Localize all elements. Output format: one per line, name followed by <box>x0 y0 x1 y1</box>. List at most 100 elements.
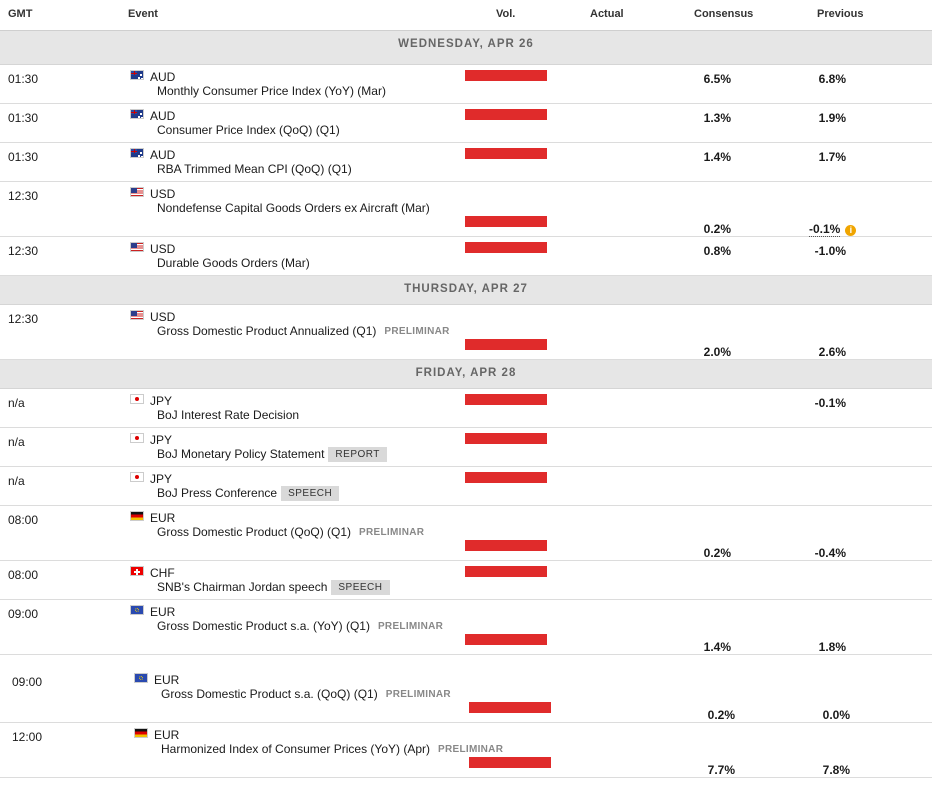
event-currency: USD <box>150 242 176 256</box>
usa-flag-icon <box>130 242 144 252</box>
info-icon[interactable]: i <box>845 225 857 236</box>
event-name[interactable]: Gross Domestic Product Annualized (Q1) PR… <box>157 324 450 338</box>
event-previous-value: 1.9% <box>818 111 846 125</box>
event-name[interactable]: RBA Trimmed Mean CPI (QoQ) (Q1) <box>157 162 352 176</box>
event-row[interactable]: 09:00 EUR Gross Domestic Product s.a. (QoQ… <box>0 668 932 723</box>
event-row[interactable]: 01:30 AUD Monthly Consumer Price Index (Yo… <box>0 65 932 104</box>
event-currency: USD <box>150 310 176 324</box>
event-row[interactable]: 01:30 AUD Consumer Price Index (QoQ) (Q1) 1… <box>0 104 932 143</box>
event-currency: JPY <box>150 394 173 408</box>
australia-flag-icon <box>130 70 144 80</box>
event-previous-value: 1.7% <box>818 150 846 164</box>
event-name[interactable]: BoJ Interest Rate Decision <box>157 408 299 422</box>
event-row[interactable]: 12:30 USD Nondefense Capital Goods Orders … <box>0 182 932 237</box>
event-name[interactable]: Monthly Consumer Price Index (YoY) (Mar) <box>157 84 386 98</box>
event-previous: 6.8% <box>790 72 846 86</box>
event-previous-value: 2.6% <box>818 345 846 359</box>
japan-flag-icon <box>130 472 144 482</box>
event-consensus: 1.3% <box>703 111 731 125</box>
event-time: 01:30 <box>8 72 39 86</box>
event-name[interactable]: Gross Domestic Product (QoQ) (Q1) PRELIMI… <box>157 525 424 539</box>
event-currency: EUR <box>154 728 180 742</box>
event-row[interactable]: 12:00 EUR Harmonized Index of Consumer Pri… <box>0 723 932 778</box>
day-header: THURSDAY, APR 27 <box>0 276 932 305</box>
event-name-text[interactable]: BoJ Monetary Policy Statement <box>157 447 325 461</box>
volume-bar <box>465 472 547 483</box>
event-previous: -0.1% <box>790 396 846 410</box>
event-time: n/a <box>8 396 25 410</box>
event-name[interactable]: Nondefense Capital Goods Orders ex Aircr… <box>157 201 430 215</box>
event-row[interactable]: 08:00 CHF SNB's Chairman Jordan speech SPEE… <box>0 561 932 600</box>
event-name[interactable]: SNB's Chairman Jordan speech SPEECH <box>157 580 390 595</box>
event-name-text[interactable]: BoJ Interest Rate Decision <box>157 408 300 422</box>
event-previous: 7.8% <box>794 763 850 777</box>
event-name-text[interactable]: SNB's Chairman Jordan speech <box>157 580 328 594</box>
event-currency: USD <box>150 187 176 201</box>
usa-flag-icon <box>130 187 144 197</box>
event-row[interactable]: 09:00 EUR Gross Domestic Product s.a. (YoY… <box>0 600 932 655</box>
event-previous-value: 6.8% <box>818 72 846 86</box>
event-name[interactable]: Gross Domestic Product s.a. (YoY) (Q1) PR… <box>157 619 443 633</box>
event-time: 01:30 <box>8 111 39 125</box>
event-time: 12:30 <box>8 244 39 258</box>
day-header: FRIDAY, APR 28 <box>0 360 932 389</box>
event-name-text[interactable]: BoJ Press Conference <box>157 486 278 500</box>
event-previous: -0.4% <box>790 546 846 560</box>
volume-bar <box>465 566 547 577</box>
event-previous: 1.7% <box>790 150 846 164</box>
event-row[interactable]: 01:30 AUD RBA Trimmed Mean CPI (QoQ) (Q1) 1… <box>0 143 932 182</box>
event-name[interactable]: Gross Domestic Product s.a. (QoQ) (Q1) PR… <box>161 687 451 701</box>
event-name[interactable]: BoJ Press Conference SPEECH <box>157 486 340 501</box>
event-tag: PRELIMINAR <box>359 527 425 538</box>
event-consensus: 0.2% <box>703 546 731 560</box>
event-name[interactable]: Consumer Price Index (QoQ) (Q1) <box>157 123 340 137</box>
event-time: 12:30 <box>8 312 39 326</box>
event-name-text[interactable]: Nondefense Capital Goods Orders ex Aircr… <box>157 201 430 215</box>
event-column-header[interactable]: Event <box>128 8 158 20</box>
event-previous-value: 7.8% <box>822 763 850 777</box>
australia-flag-icon <box>130 109 144 119</box>
volume-bar <box>465 109 547 120</box>
event-name-text[interactable]: RBA Trimmed Mean CPI (QoQ) (Q1) <box>157 162 352 176</box>
volume-column-header[interactable]: Vol. <box>496 8 516 20</box>
event-row[interactable]: 12:30 USD Gross Domestic Product Annualize… <box>0 305 932 360</box>
volume-bar <box>465 540 547 551</box>
event-tag: PRELIMINAR <box>438 744 504 755</box>
event-name-text[interactable]: Gross Domestic Product (QoQ) (Q1) <box>157 525 352 539</box>
japan-flag-icon <box>130 433 144 443</box>
event-name-text[interactable]: Gross Domestic Product s.a. (YoY) (Q1) <box>157 619 370 633</box>
event-name-text[interactable]: Monthly Consumer Price Index (YoY) (Mar) <box>157 84 386 98</box>
event-name[interactable]: Durable Goods Orders (Mar) <box>157 256 310 270</box>
event-tag: PRELIMINAR <box>384 326 450 337</box>
event-row[interactable]: n/a JPY BoJ Monetary Policy Statement REPOR… <box>0 428 932 467</box>
event-currency: EUR <box>150 511 176 525</box>
event-time: 09:00 <box>12 675 43 689</box>
event-currency: JPY <box>150 433 173 447</box>
event-name[interactable]: Harmonized Index of Consumer Prices (YoY… <box>161 742 503 756</box>
gmt-column-header[interactable]: GMT <box>8 8 33 20</box>
event-name-text[interactable]: Consumer Price Index (QoQ) (Q1) <box>157 123 340 137</box>
event-currency: EUR <box>150 605 176 619</box>
event-row[interactable]: n/a JPY BoJ Interest Rate Decision -0.1% <box>0 389 932 428</box>
event-row[interactable]: 12:30 USD Durable Goods Orders (Mar) 0.8% -1… <box>0 237 932 276</box>
event-tag: REPORT <box>328 447 387 462</box>
event-time: 01:30 <box>8 150 39 164</box>
event-name[interactable]: BoJ Monetary Policy Statement REPORT <box>157 447 387 462</box>
event-name-text[interactable]: Gross Domestic Product s.a. (QoQ) (Q1) <box>161 687 378 701</box>
event-time: n/a <box>8 474 25 488</box>
event-name-text[interactable]: Harmonized Index of Consumer Prices (YoY… <box>161 742 430 756</box>
previous-column-header[interactable]: Previous <box>817 8 864 20</box>
event-consensus: 0.2% <box>703 222 731 236</box>
volume-bar <box>465 148 547 159</box>
event-name-text[interactable]: Durable Goods Orders (Mar) <box>157 256 310 270</box>
event-time: 09:00 <box>8 607 39 621</box>
volume-bar <box>465 433 547 444</box>
germany-flag-icon <box>134 728 148 738</box>
actual-column-header[interactable]: Actual <box>590 8 624 20</box>
event-row[interactable]: 08:00 EUR Gross Domestic Product (QoQ) (Q1… <box>0 506 932 561</box>
day-header: WEDNESDAY, APR 26 <box>0 31 932 65</box>
event-row[interactable]: n/a JPY BoJ Press Conference SPEECH <box>0 467 932 506</box>
consensus-column-header[interactable]: Consensus <box>694 8 754 20</box>
event-name-text[interactable]: Gross Domestic Product Annualized (Q1) <box>157 324 377 338</box>
germany-flag-icon <box>130 511 144 521</box>
